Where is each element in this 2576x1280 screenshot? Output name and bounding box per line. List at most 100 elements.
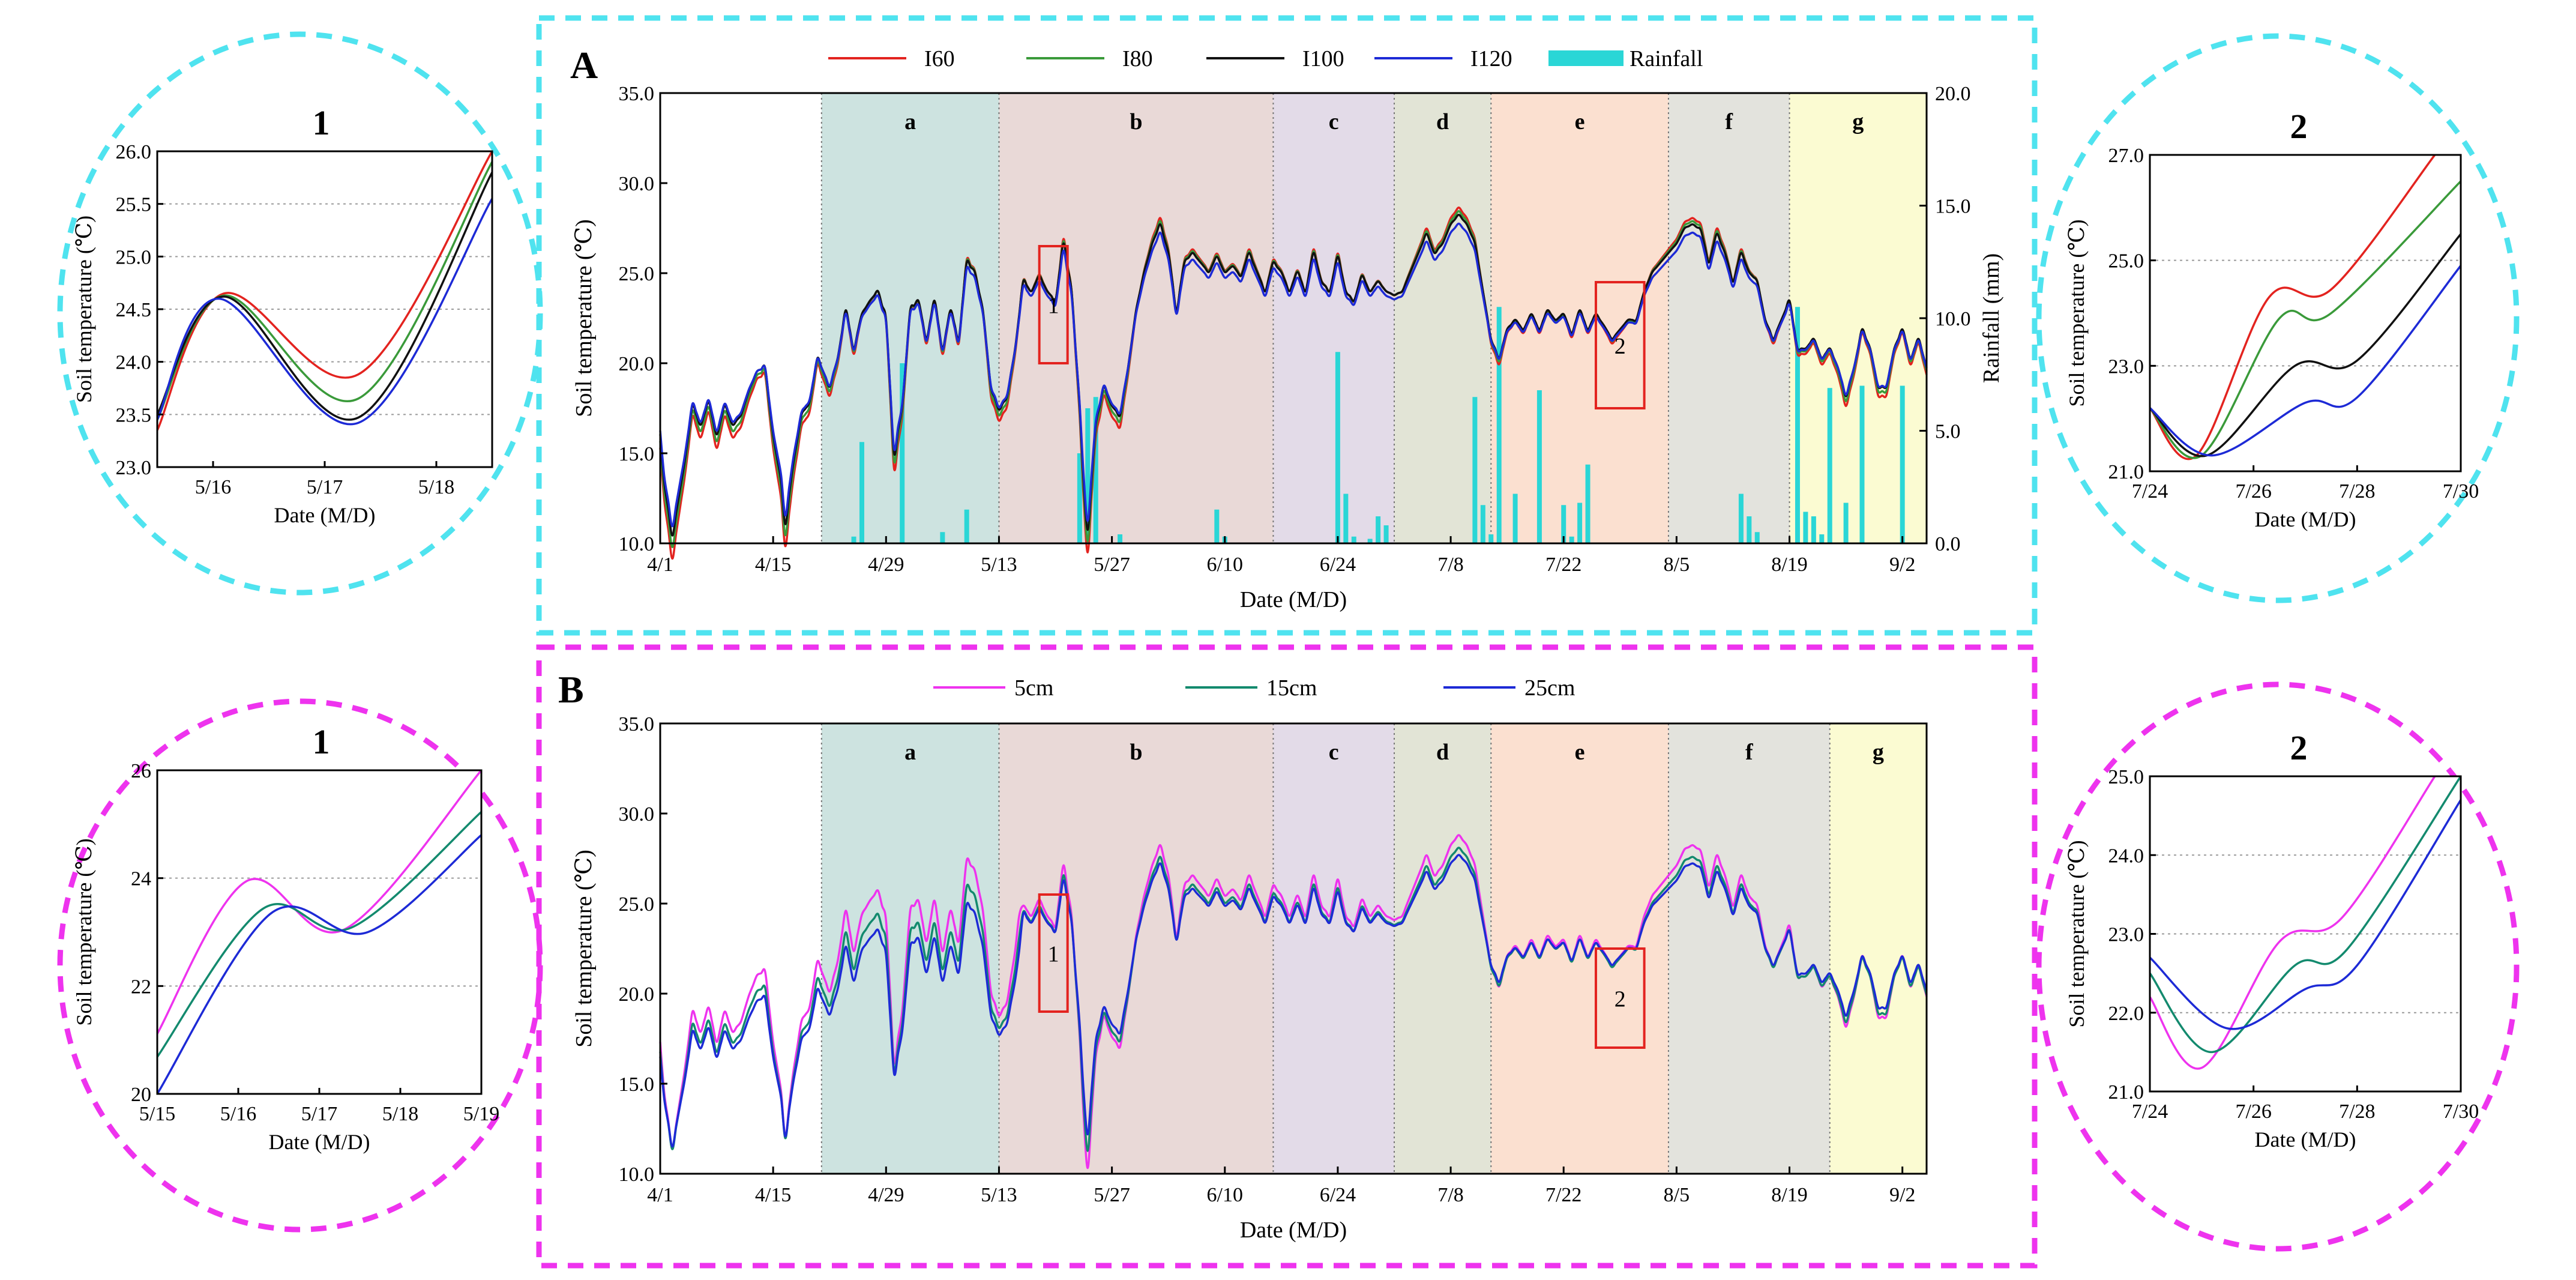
y2-axis-label: Rainfall (mm) — [1979, 253, 2004, 383]
y-tick-label: 22.0 — [2108, 1003, 2144, 1025]
y-tick-label: 21.0 — [2108, 461, 2144, 483]
x-tick-label: 5/18 — [418, 476, 454, 498]
y-axis-label: Soil temperature (℃) — [571, 850, 597, 1048]
x-tick-label: 8/5 — [1664, 554, 1690, 576]
zoom-series-15cm — [2150, 776, 2461, 1054]
zoom-title: 2 — [2290, 728, 2308, 767]
x-tick-label: 7/30 — [2443, 1100, 2479, 1123]
x-tick-label: 6/24 — [1320, 554, 1356, 576]
rainfall-bar — [1561, 505, 1566, 543]
legend-label-I120: I120 — [1470, 46, 1512, 71]
y-tick-label: 30.0 — [619, 803, 655, 826]
y-tick-label: 25.0 — [2108, 766, 2144, 788]
zoom-series-I60 — [2150, 155, 2436, 460]
stage-label-e: e — [1575, 740, 1585, 765]
x-tick-label: 5/13 — [981, 1184, 1017, 1206]
zoom-bg — [157, 770, 481, 1094]
circle-b2 — [2036, 681, 2520, 1252]
x-tick-label: 7/28 — [2339, 1100, 2375, 1123]
x-tick-label: 5/19 — [463, 1103, 499, 1125]
y-axis-label: Soil temperature (℃) — [2065, 840, 2089, 1027]
rainfall-bar — [1585, 464, 1590, 543]
x-tick-label: 6/10 — [1207, 1184, 1243, 1206]
y-tick-label: 25.0 — [2108, 250, 2144, 273]
rainfall-bar — [1843, 503, 1849, 543]
series-line-5cm — [659, 834, 1928, 1170]
x-tick-label: 5/17 — [307, 476, 343, 498]
frame-b — [536, 644, 2038, 1269]
stage-label-b: b — [1130, 740, 1142, 765]
y2-tick-label: 15.0 — [1935, 196, 1971, 218]
y-tick-label: 21.0 — [2108, 1081, 2144, 1103]
rainfall-bar — [1738, 494, 1744, 543]
rainfall-bar — [1754, 532, 1760, 543]
x-axis-label: Date (M/D) — [1240, 587, 1347, 612]
y-tick-label: 20 — [131, 1084, 151, 1106]
x-tick-label: 7/28 — [2339, 480, 2375, 503]
y-tick-label: 26 — [131, 760, 151, 782]
y-axis-label: Soil temperature (℃) — [571, 219, 597, 417]
x-tick-label: 5/13 — [981, 554, 1017, 576]
x-tick-label: 5/17 — [301, 1103, 337, 1125]
x-tick-label: 4/1 — [647, 1184, 673, 1206]
zoom-series-I100 — [2150, 233, 2461, 457]
stage-label-d: d — [1436, 109, 1449, 134]
zoom-series-I100 — [157, 172, 492, 421]
y-tick-label: 23.5 — [116, 404, 152, 426]
circle-a2 — [2036, 33, 2520, 603]
zoom-series-I80 — [2150, 180, 2461, 459]
rainfall-bar — [1577, 503, 1583, 543]
y-tick-label: 25.5 — [116, 194, 152, 216]
rainfall-bar — [1472, 397, 1478, 543]
zoom-a1: 23.0 23.5 24.0 24.5 25.0 25.5 26.0 5/16 5/17 5/18… — [72, 103, 493, 527]
x-axis-label: Date (M/D) — [274, 503, 376, 527]
panel-frames: AB — [57, 15, 2520, 1269]
rainfall-bar — [1747, 516, 1752, 543]
zoom-box-label-2: 2 — [1615, 334, 1626, 359]
y-tick-label: 35.0 — [619, 713, 655, 735]
rainfall-bar — [1077, 453, 1082, 543]
zoom-box-2 — [1594, 281, 1646, 409]
x-tick-label: 8/19 — [1771, 1184, 1807, 1206]
x-tick-label: 7/24 — [2132, 1100, 2168, 1123]
zoom-b2: 21.0 22.0 23.0 24.0 25.0 7/24 7/26 7/28 7/30 Date… — [2065, 728, 2479, 1152]
y-tick-label: 15.0 — [619, 1073, 655, 1096]
x-tick-label: 5/16 — [220, 1103, 256, 1125]
x-tick-label: 9/2 — [1889, 1184, 1915, 1206]
stage-label-f: f — [1725, 109, 1733, 134]
zoom-box-2 — [1594, 947, 1646, 1049]
y-tick-label: 20.0 — [619, 983, 655, 1006]
zoom-title: 1 — [313, 722, 330, 761]
stage-label-d: d — [1436, 740, 1449, 765]
rainfall-bar — [1480, 505, 1485, 543]
y-axis-label: Soil temperature (℃) — [2065, 219, 2089, 406]
rainfall-bar — [1383, 525, 1389, 543]
rainfall-bar — [940, 532, 945, 543]
rainfall-bar — [1335, 352, 1340, 543]
rainfall-bar — [900, 363, 905, 543]
y-tick-label: 25.0 — [116, 246, 152, 268]
rainfall-bar — [1496, 307, 1502, 543]
zoom-series-15cm — [157, 811, 481, 1058]
legend-label-I80: I80 — [1122, 46, 1153, 71]
rainfall-bar — [1093, 397, 1098, 543]
zoom-series-I60 — [157, 151, 492, 431]
stage-label-g: g — [1873, 740, 1884, 765]
x-tick-label: 7/24 — [2132, 480, 2168, 503]
stage-label-f: f — [1745, 740, 1754, 765]
stage-label-c: c — [1329, 109, 1339, 134]
x-tick-label: 6/24 — [1320, 1184, 1356, 1206]
y-tick-label: 26.0 — [116, 141, 152, 163]
stage-band-c — [1273, 93, 1394, 543]
y-tick-label: 30.0 — [619, 173, 655, 195]
rainfall-bar — [1085, 408, 1091, 543]
y-tick-label: 24 — [131, 868, 151, 890]
rainfall-bar — [1819, 534, 1825, 543]
zoom-box-label-1: 1 — [1048, 294, 1059, 319]
series-line-I120 — [659, 222, 1928, 528]
y2-tick-label: 20.0 — [1935, 83, 1971, 105]
rainfall-bar — [1351, 536, 1356, 543]
zoom-frame — [2149, 154, 2462, 472]
rainfall-bar — [1488, 534, 1494, 543]
